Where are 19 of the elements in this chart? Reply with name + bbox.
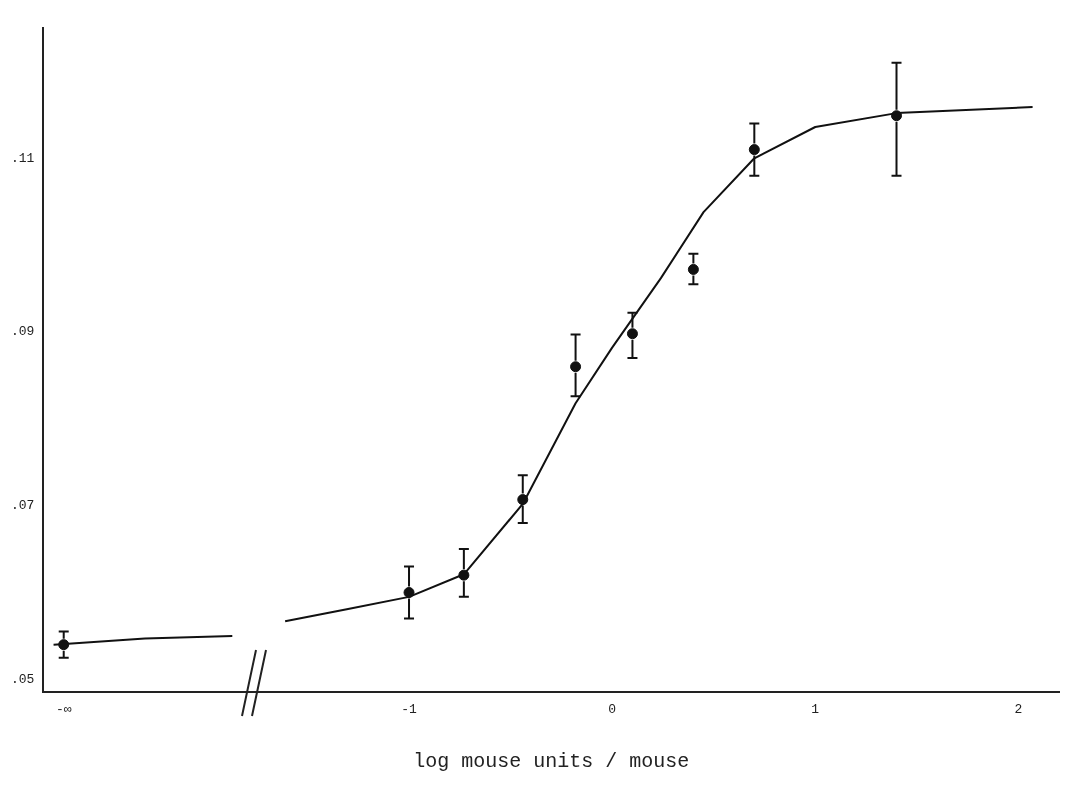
x-tick-label: 1 (811, 701, 820, 717)
point (687, 263, 699, 275)
x-axis-title: log mouse units / mouse (413, 750, 690, 774)
x-tick-label: 0 (608, 701, 617, 717)
point (58, 639, 70, 651)
point (403, 587, 415, 599)
y-tick-label: .09 (11, 324, 35, 340)
point (748, 144, 760, 156)
x-tick-label: -∞ (55, 701, 72, 717)
y-tick-label: .05 (11, 671, 35, 687)
x-tick-label: -1 (401, 701, 418, 717)
point (517, 494, 529, 506)
y-tick-label: .07 (11, 498, 35, 514)
point (570, 361, 582, 373)
point (458, 569, 470, 581)
y-tick-label: .11 (11, 150, 35, 166)
point (891, 110, 903, 122)
point (626, 328, 638, 340)
x-tick-label: 2 (1014, 701, 1023, 717)
